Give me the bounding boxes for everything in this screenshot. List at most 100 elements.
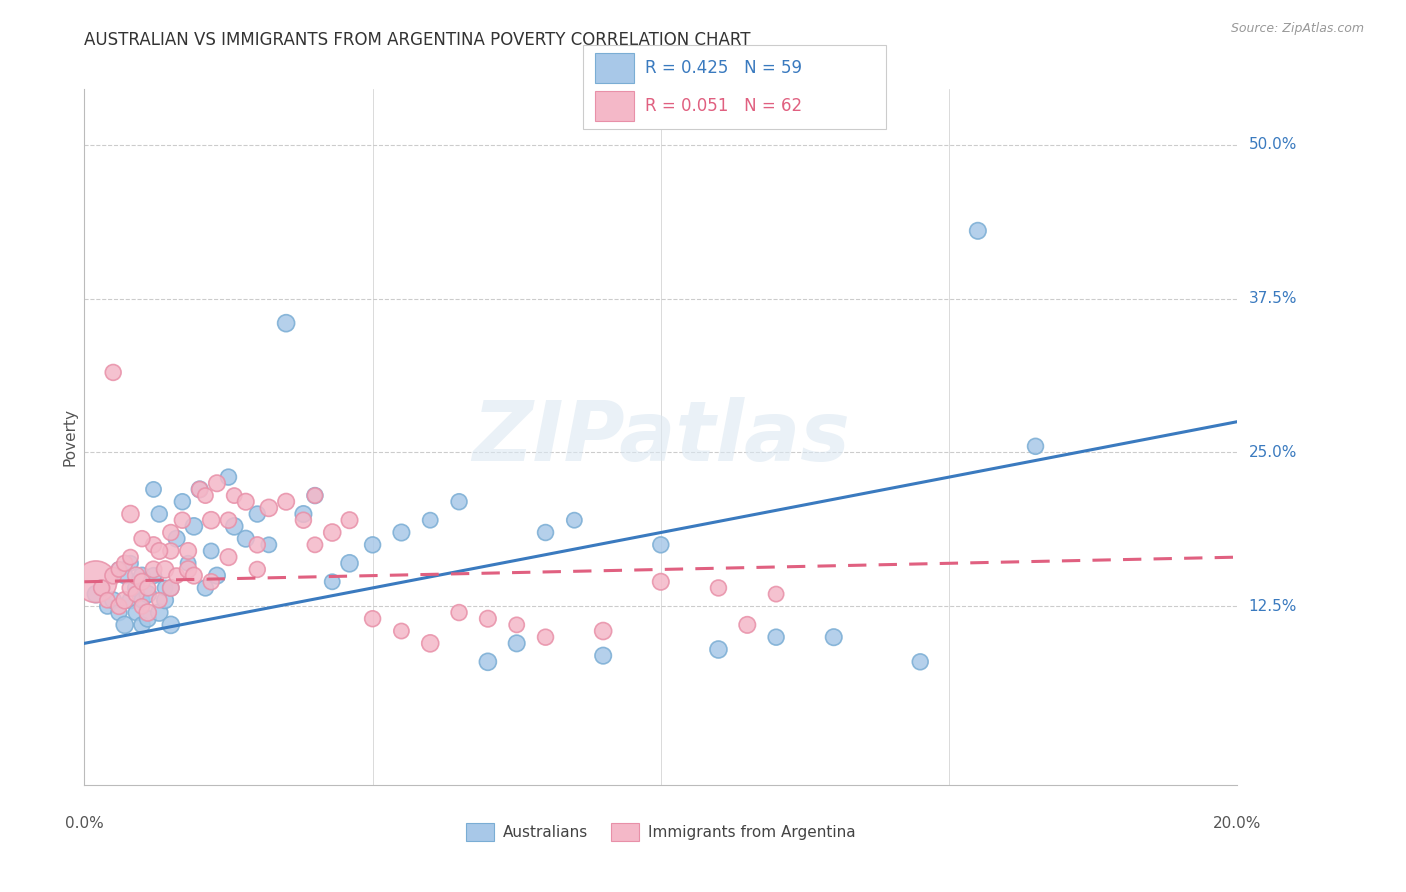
Point bbox=[108, 562, 131, 576]
Point bbox=[304, 538, 326, 552]
Point bbox=[200, 513, 222, 527]
Point bbox=[114, 618, 136, 632]
Point bbox=[177, 557, 200, 571]
Point bbox=[125, 568, 148, 582]
Point bbox=[564, 513, 586, 527]
Point bbox=[120, 550, 142, 565]
Point bbox=[148, 507, 170, 521]
Point bbox=[200, 544, 222, 558]
Point bbox=[188, 483, 211, 497]
Point bbox=[172, 494, 194, 508]
Point bbox=[707, 581, 730, 595]
Point bbox=[108, 562, 131, 576]
Point bbox=[765, 587, 787, 601]
Point bbox=[172, 513, 194, 527]
Point bbox=[218, 470, 240, 484]
Point bbox=[188, 483, 211, 497]
Point bbox=[142, 568, 165, 582]
Point bbox=[84, 587, 107, 601]
Point bbox=[321, 574, 343, 589]
Point bbox=[153, 593, 176, 607]
Point bbox=[477, 612, 499, 626]
Point bbox=[125, 581, 148, 595]
Point bbox=[160, 544, 183, 558]
Point bbox=[650, 538, 672, 552]
Point bbox=[218, 550, 240, 565]
Point bbox=[292, 507, 315, 521]
Legend: Australians, Immigrants from Argentina: Australians, Immigrants from Argentina bbox=[460, 817, 862, 847]
Point bbox=[160, 581, 183, 595]
Point bbox=[96, 599, 118, 614]
Text: 0.0%: 0.0% bbox=[65, 815, 104, 830]
Point bbox=[391, 525, 413, 540]
Point bbox=[136, 587, 159, 601]
Point bbox=[339, 557, 361, 571]
Point bbox=[148, 544, 170, 558]
Point bbox=[131, 593, 153, 607]
Point bbox=[419, 636, 441, 650]
Point bbox=[292, 513, 315, 527]
Point bbox=[361, 612, 384, 626]
Point bbox=[183, 568, 205, 582]
Text: 12.5%: 12.5% bbox=[1249, 599, 1296, 614]
Point bbox=[108, 606, 131, 620]
Point bbox=[246, 562, 269, 576]
Text: 25.0%: 25.0% bbox=[1249, 445, 1296, 460]
Point bbox=[235, 494, 257, 508]
Point bbox=[592, 648, 614, 663]
Point bbox=[136, 606, 159, 620]
Point bbox=[160, 618, 183, 632]
Point bbox=[910, 655, 932, 669]
Point bbox=[205, 476, 228, 491]
Point bbox=[90, 581, 112, 595]
Point bbox=[160, 581, 183, 595]
Point bbox=[361, 538, 384, 552]
Point bbox=[534, 630, 557, 644]
Point bbox=[131, 568, 153, 582]
Point bbox=[131, 618, 153, 632]
Point bbox=[131, 574, 153, 589]
Point bbox=[506, 636, 529, 650]
Point bbox=[103, 366, 124, 380]
Point bbox=[194, 581, 217, 595]
Point bbox=[506, 618, 529, 632]
Point bbox=[246, 538, 269, 552]
Point bbox=[125, 587, 148, 601]
Point bbox=[153, 581, 176, 595]
Point bbox=[148, 593, 170, 607]
Point bbox=[218, 513, 240, 527]
Text: 20.0%: 20.0% bbox=[1213, 815, 1261, 830]
Point bbox=[765, 630, 787, 644]
Point bbox=[120, 581, 142, 595]
Point bbox=[142, 562, 165, 576]
Point bbox=[142, 538, 165, 552]
Text: R = 0.425   N = 59: R = 0.425 N = 59 bbox=[645, 60, 803, 78]
Point bbox=[160, 525, 183, 540]
Point bbox=[84, 574, 107, 589]
Point bbox=[339, 513, 361, 527]
Point bbox=[90, 581, 112, 595]
Text: AUSTRALIAN VS IMMIGRANTS FROM ARGENTINA POVERTY CORRELATION CHART: AUSTRALIAN VS IMMIGRANTS FROM ARGENTINA … bbox=[84, 31, 751, 49]
Text: 37.5%: 37.5% bbox=[1249, 291, 1296, 306]
Y-axis label: Poverty: Poverty bbox=[62, 408, 77, 467]
Point bbox=[391, 624, 413, 638]
Point bbox=[148, 606, 170, 620]
Point bbox=[823, 630, 845, 644]
Point bbox=[967, 224, 990, 238]
Point bbox=[114, 557, 136, 571]
Point bbox=[177, 562, 200, 576]
Point bbox=[166, 568, 188, 582]
Point bbox=[200, 574, 222, 589]
Point bbox=[166, 532, 188, 546]
Point bbox=[304, 489, 326, 503]
Point bbox=[131, 599, 153, 614]
Point bbox=[276, 316, 298, 330]
Point bbox=[177, 544, 200, 558]
Text: R = 0.051   N = 62: R = 0.051 N = 62 bbox=[645, 96, 803, 114]
Point bbox=[131, 532, 153, 546]
Point bbox=[246, 507, 269, 521]
Point bbox=[136, 612, 159, 626]
Point bbox=[103, 568, 124, 582]
Point bbox=[534, 525, 557, 540]
Point bbox=[153, 562, 176, 576]
